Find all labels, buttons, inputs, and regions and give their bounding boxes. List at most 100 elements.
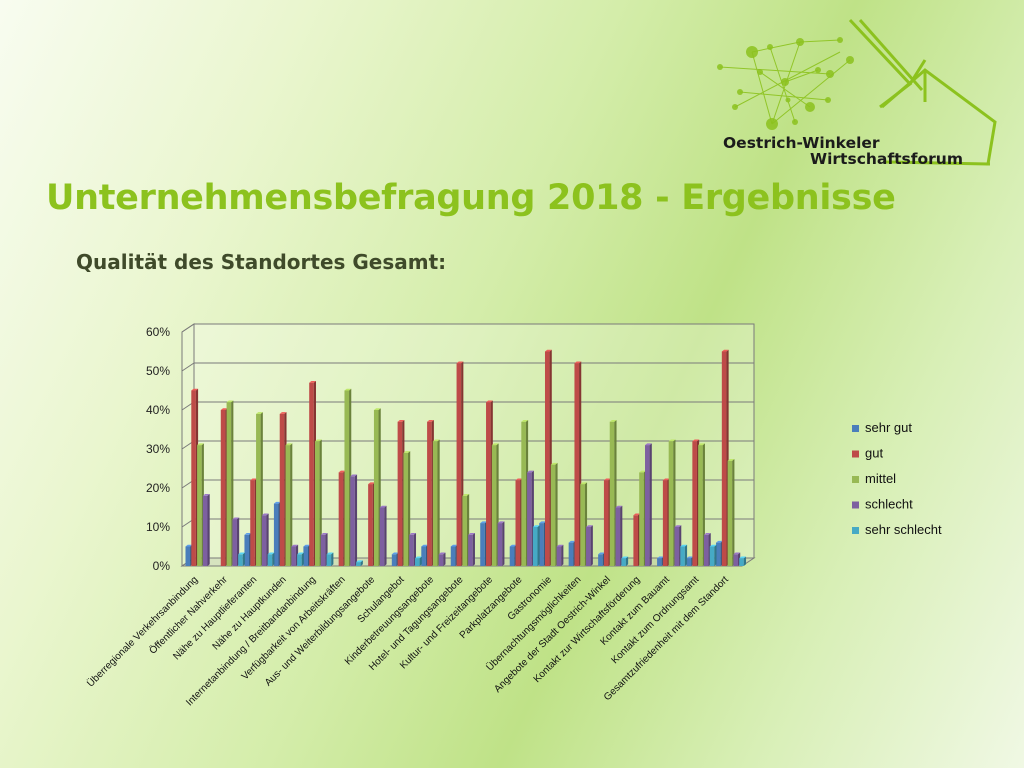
legend-entry: schlecht <box>865 497 913 512</box>
bar <box>550 462 558 566</box>
bar <box>568 540 576 566</box>
bar <box>515 478 523 566</box>
y-tick-label: 60% <box>146 325 170 339</box>
bar <box>397 419 405 566</box>
bar <box>261 513 269 566</box>
bar <box>603 478 611 566</box>
bar <box>368 482 375 566</box>
bar <box>197 443 204 566</box>
y-tick-label: 20% <box>146 481 170 495</box>
bar <box>256 412 263 566</box>
bar <box>232 517 240 566</box>
bar <box>680 544 688 566</box>
bar <box>438 552 446 566</box>
bar <box>491 443 499 566</box>
bar <box>432 439 440 566</box>
bar <box>185 544 193 566</box>
bar <box>285 443 293 566</box>
bar <box>244 533 252 566</box>
legend-entry: gut <box>865 446 883 461</box>
x-tick-label: Überregionale Verkehrsanbindung <box>85 574 201 690</box>
bar <box>674 525 682 566</box>
gridline <box>181 362 754 372</box>
bar <box>733 552 741 566</box>
y-tick-label: 30% <box>146 442 170 456</box>
x-tick-label: Aus- und Weiterbildungsangebote <box>263 574 377 688</box>
bar <box>521 419 529 566</box>
bar <box>267 552 275 566</box>
bar <box>291 544 299 566</box>
bar <box>621 556 629 566</box>
bar <box>403 451 411 566</box>
bar <box>468 533 475 566</box>
bar <box>645 443 652 566</box>
bar <box>314 439 322 566</box>
bar <box>727 458 735 566</box>
bar <box>338 470 346 566</box>
bar <box>379 505 387 566</box>
bar <box>532 525 540 566</box>
bar <box>598 552 605 566</box>
bar <box>427 419 434 566</box>
bar <box>657 556 664 566</box>
bar <box>739 556 747 566</box>
bar <box>539 521 546 566</box>
network-house-logo-graphic <box>717 18 997 166</box>
bar <box>703 533 711 566</box>
gridline <box>181 323 754 333</box>
bar <box>326 552 334 566</box>
bar <box>462 494 470 566</box>
bar <box>527 470 534 566</box>
chart-subtitle: Qualität des Standortes Gesamt: <box>76 250 447 274</box>
bar <box>556 544 564 566</box>
bar <box>580 482 588 566</box>
legend-swatch <box>852 425 859 432</box>
bar <box>238 552 245 566</box>
legend-entry: sehr gut <box>865 420 912 435</box>
bar <box>373 408 381 566</box>
y-tick-label: 0% <box>153 559 171 573</box>
logo-text-line1: Oestrich-Winkeler <box>723 134 880 152</box>
bar <box>350 474 358 566</box>
bar <box>509 544 517 566</box>
y-tick-label: 10% <box>146 520 170 534</box>
bar <box>668 439 676 566</box>
bar <box>250 478 258 566</box>
bar <box>639 470 647 566</box>
bar <box>297 552 304 566</box>
legend-entry: mittel <box>865 471 896 486</box>
bar <box>450 544 458 566</box>
bar <box>356 560 363 566</box>
bar <box>486 400 493 566</box>
bar <box>586 525 593 566</box>
bar <box>220 408 228 566</box>
bar <box>421 544 429 566</box>
legend-entry: sehr schlecht <box>865 522 942 537</box>
bar <box>320 533 328 566</box>
bar <box>226 400 234 566</box>
bar <box>574 361 582 566</box>
bar <box>456 361 464 566</box>
bar <box>609 419 617 566</box>
bar <box>686 556 694 566</box>
bar <box>409 533 417 566</box>
bar <box>544 349 552 566</box>
bar <box>692 439 700 566</box>
bar <box>279 412 287 566</box>
bar <box>662 478 670 566</box>
legend-swatch <box>852 527 859 534</box>
bar <box>202 494 210 566</box>
slide-title: Unternehmensbefragung 2018 - Ergebnisse <box>46 178 896 218</box>
bar <box>344 388 352 566</box>
bar <box>303 544 311 566</box>
y-tick-label: 40% <box>146 403 170 417</box>
bar <box>480 521 488 566</box>
y-tick-label: 50% <box>146 364 170 378</box>
bar <box>497 521 505 566</box>
bar <box>721 349 729 566</box>
bar <box>415 556 422 566</box>
bar <box>615 505 623 566</box>
legend-swatch <box>852 476 859 483</box>
bar <box>191 388 199 566</box>
